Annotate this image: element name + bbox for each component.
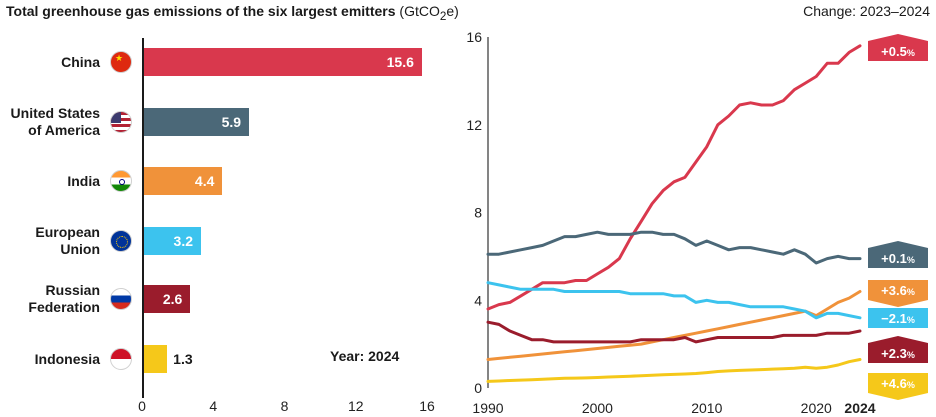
bar-x-tick-label: 0 <box>138 398 146 414</box>
change-badge <box>868 336 928 363</box>
bar-category-label: European Union <box>35 224 100 257</box>
percent-sign: % <box>907 48 915 58</box>
bar-value-label: 1.3 <box>173 351 193 367</box>
bar-value-label: 2.6 <box>162 291 183 307</box>
change-value: +2.3 <box>881 346 907 361</box>
series-line <box>486 44 862 311</box>
change-badge-label: +2.3% <box>881 346 915 361</box>
bar-category-label: Russian Federation <box>28 282 100 315</box>
bar <box>144 285 191 313</box>
x-tick-label: 1990 <box>472 400 503 416</box>
series-line <box>486 290 862 361</box>
indonesia-flag-icon <box>110 348 132 370</box>
bar-x-tick-label: 12 <box>347 398 364 414</box>
bar-value-label: 4.4 <box>194 173 215 189</box>
y-tick-label: 8 <box>474 205 482 221</box>
percent-sign: % <box>907 287 915 297</box>
series-line <box>486 230 862 265</box>
chart-title: Total greenhouse gas emissions of the si… <box>6 3 459 23</box>
change-badge-label: +3.6% <box>881 283 915 298</box>
bar-value-label: 5.9 <box>221 114 242 130</box>
percent-sign: % <box>907 255 915 265</box>
india-flag-icon <box>110 170 132 192</box>
bar-x-tick-label: 4 <box>209 398 218 414</box>
x-tick-label: 2000 <box>582 400 613 416</box>
bar-value-label: 3.2 <box>173 233 193 249</box>
bar-category-label: China <box>61 53 100 70</box>
china-flag-icon: ★ <box>110 51 132 73</box>
usa-flag-icon <box>110 111 132 133</box>
bar <box>144 345 168 373</box>
change-badge-label: −2.1% <box>881 311 915 326</box>
change-value: −2.1 <box>881 311 907 326</box>
bar-x-tick-label: 8 <box>280 398 289 414</box>
change-badge-label: +4.6% <box>881 376 915 391</box>
y-tick-label: 12 <box>466 117 482 133</box>
china-star: ★ <box>115 53 124 63</box>
bar <box>144 167 223 195</box>
bar <box>144 227 201 255</box>
change-badge <box>868 280 928 307</box>
year-annotation: Year: 2024 <box>330 348 400 364</box>
series-line <box>486 281 862 320</box>
bar-value-label: 15.6 <box>386 54 414 70</box>
eu-stars <box>116 236 128 248</box>
change-badge-label: +0.5% <box>881 44 915 59</box>
change-badge <box>868 308 928 328</box>
x-tick-label: 2010 <box>691 400 722 416</box>
percent-sign: % <box>907 380 915 390</box>
change-value: +3.6 <box>881 283 907 298</box>
change-badge-label: +0.1% <box>881 251 915 266</box>
change-value: +0.1 <box>881 251 907 266</box>
x-tick-label: 2024 <box>844 400 875 416</box>
bar-category-label: Indonesia <box>34 350 100 367</box>
bar-x-tick-label: 16 <box>419 398 435 414</box>
y-tick-label: 16 <box>466 29 482 45</box>
bar-axis-line <box>142 38 144 398</box>
change-badge <box>868 34 928 61</box>
bar <box>144 48 422 76</box>
change-badge <box>868 241 928 268</box>
series-line <box>486 320 862 344</box>
bar-category-label: United States of America <box>10 105 100 138</box>
eu-flag-icon <box>110 230 132 252</box>
change-value: +0.5 <box>881 44 907 59</box>
series-line <box>486 358 862 383</box>
y-tick-label: 4 <box>474 292 482 308</box>
change-label: Change: 2023–2024 <box>803 3 930 19</box>
change-value: +4.6 <box>881 376 907 391</box>
x-tick-label: 2020 <box>801 400 832 416</box>
y-tick-label: 0 <box>474 380 482 396</box>
russia-flag-icon <box>110 288 132 310</box>
change-badge <box>868 373 928 400</box>
percent-sign: % <box>907 315 915 325</box>
bar <box>144 108 250 136</box>
bar-category-label: India <box>67 172 100 189</box>
percent-sign: % <box>907 350 915 360</box>
india-chakra <box>119 179 125 185</box>
usa-canton <box>111 112 121 123</box>
